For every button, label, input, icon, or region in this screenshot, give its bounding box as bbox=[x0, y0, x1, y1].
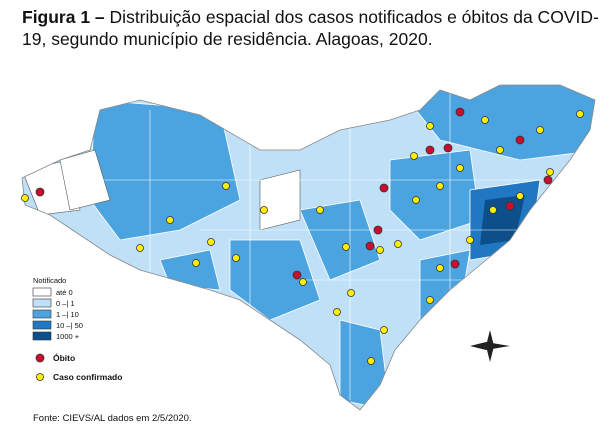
legend-item: até 0 bbox=[56, 288, 73, 297]
source: Fonte: CIEVS/AL dados em 2/5/2020. bbox=[33, 413, 192, 424]
legend-item: 1 –| 10 bbox=[56, 310, 79, 319]
legend-item: 10 –| 50 bbox=[56, 321, 83, 330]
compass bbox=[470, 330, 510, 362]
legend-item: 1000 + bbox=[56, 332, 80, 341]
legend: Notificado até 0 0 –| 1 1 –| 10 10 –| 50… bbox=[32, 276, 122, 382]
figure-label: Figura 1 – bbox=[22, 7, 105, 27]
legend-confirmed: Caso confirmado bbox=[53, 372, 122, 382]
legend-death: Óbito bbox=[53, 352, 75, 363]
figure-caption: Distribuição espacial dos casos notifica… bbox=[22, 7, 599, 49]
markers bbox=[21, 107, 584, 365]
state bbox=[22, 85, 595, 410]
legend-item: 0 –| 1 bbox=[56, 299, 75, 308]
caption: Figura 1 – Distribuição espacial dos cas… bbox=[22, 6, 602, 50]
legend-title: Notificado bbox=[33, 276, 66, 285]
